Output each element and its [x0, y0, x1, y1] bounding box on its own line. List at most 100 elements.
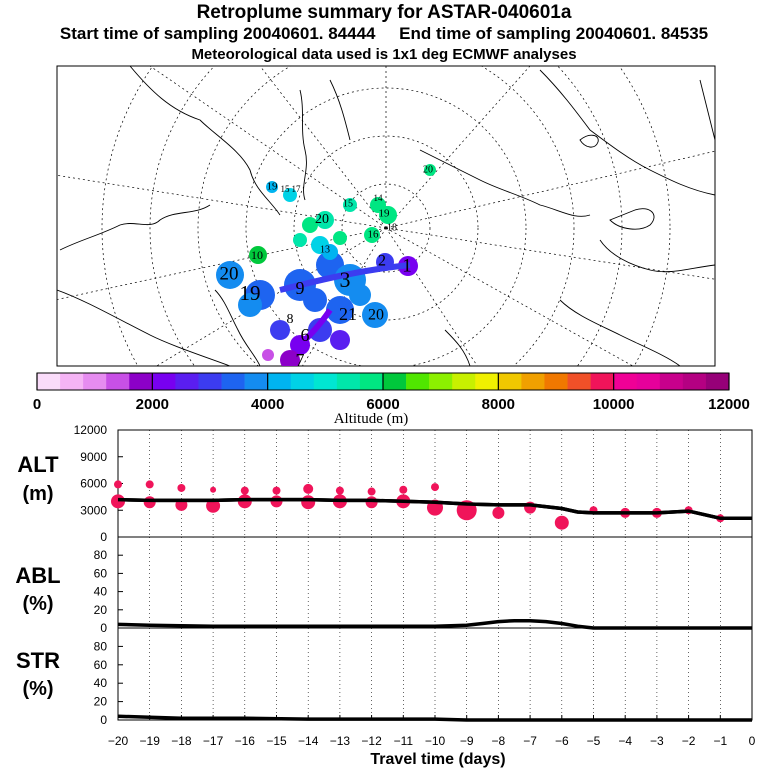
colorbar-swatch — [106, 373, 130, 390]
colorbar-swatch — [244, 373, 268, 390]
x-tick-label: −18 — [171, 734, 192, 748]
x-tick-label: −2 — [682, 734, 696, 748]
x-tick-label: −11 — [394, 734, 414, 748]
colorbar-swatch — [152, 373, 176, 390]
colorbar-swatch — [636, 373, 661, 390]
panel-unit: (m) — [22, 483, 53, 505]
trajectory-label: 15 — [281, 184, 291, 194]
panel-label: ABL — [15, 563, 60, 588]
colorbar-swatch — [37, 373, 61, 390]
y-tick-label: 40 — [94, 676, 108, 690]
colorbar-label: Altitude (m) — [334, 411, 409, 427]
x-tick-label: −8 — [492, 734, 506, 748]
trajectory-label: 20 — [220, 263, 239, 284]
x-tick-label: −3 — [650, 734, 664, 748]
colorbar-swatch — [590, 373, 614, 390]
y-tick-label: 40 — [94, 585, 108, 599]
y-tick-label: 60 — [94, 658, 108, 672]
colorbar-swatch — [198, 373, 222, 390]
end-time: End time of sampling 20040601. 84535 — [399, 24, 709, 43]
y-tick-label: 3000 — [80, 503, 107, 517]
plume-cluster — [333, 231, 347, 245]
plume-cluster — [249, 246, 267, 264]
sampling-times: Start time of sampling 20040601. 84444 E… — [0, 24, 768, 44]
chart-title: Retroplume summary for ASTAR-040601a — [196, 2, 572, 23]
colorbar-swatch — [498, 373, 522, 390]
altitude-point — [206, 498, 221, 513]
trajectory-label: 9 — [296, 278, 305, 298]
plume-cluster — [283, 188, 297, 202]
panel-frame — [117, 627, 753, 721]
colorbar-swatch — [83, 373, 107, 390]
plume-cluster — [370, 197, 386, 213]
altitude-point — [177, 483, 186, 492]
plume-cluster — [262, 349, 274, 361]
y-tick-label: 12000 — [74, 423, 108, 437]
y-tick-label: 20 — [94, 603, 108, 617]
trajectory-label: 18 — [387, 222, 397, 233]
colorbar-swatch — [659, 373, 684, 390]
trajectory-label: 19 — [240, 281, 261, 305]
start-time: Start time of sampling 20040601. 84444 — [59, 24, 376, 43]
plume-cluster — [330, 330, 350, 350]
plume-cluster — [216, 261, 244, 289]
colorbar-tick-label: 10000 — [593, 396, 635, 413]
plume-cluster — [293, 233, 307, 247]
plume-cluster — [308, 318, 332, 342]
plume-track — [279, 262, 411, 293]
plume-cluster — [266, 181, 278, 193]
x-tick-label: −6 — [555, 734, 569, 748]
colorbar-swatch — [60, 373, 84, 390]
y-tick-label: 60 — [94, 566, 108, 580]
colorbar-swatch — [429, 373, 453, 390]
trajectory-label: 15 — [343, 198, 353, 209]
x-tick-label: −10 — [425, 734, 446, 748]
altitude-point — [143, 496, 156, 509]
x-tick-label: −14 — [298, 734, 319, 748]
altitude-point — [492, 506, 505, 519]
trajectory-label: 13 — [320, 244, 330, 255]
colorbar-swatch — [452, 373, 476, 390]
colorbar-swatch — [682, 373, 707, 390]
altitude-point — [210, 486, 217, 493]
altitude-point — [554, 515, 569, 530]
panel-unit: (%) — [22, 593, 53, 615]
plume-track — [297, 308, 333, 348]
plume-cluster — [322, 244, 338, 260]
trajectory-label: 20 — [368, 307, 384, 324]
y-tick-label: 0 — [100, 530, 107, 544]
trajectory-label: 3 — [340, 267, 351, 292]
colorbar-tick-label: 2000 — [136, 396, 169, 413]
altitude-point — [301, 495, 316, 510]
colorbar-tick-label: 8000 — [482, 396, 515, 413]
y-tick-label: 80 — [94, 639, 108, 653]
panel-label: ALT — [17, 452, 59, 477]
colorbar-swatch — [521, 373, 545, 390]
colorbar-swatch — [313, 373, 338, 390]
plume-cluster — [343, 198, 357, 212]
altitude-point — [272, 486, 281, 495]
met-data-note: Meteorological data used is 1x1 deg ECMW… — [191, 46, 577, 63]
altitude-point — [114, 480, 122, 489]
plume-cluster — [424, 164, 436, 176]
plume-cluster — [303, 288, 327, 312]
altitude-point — [303, 483, 314, 494]
altitude-point — [367, 487, 376, 496]
trajectory-label: 16 — [368, 229, 380, 241]
plume-cluster — [362, 302, 388, 328]
colorbar-swatch — [129, 373, 153, 390]
x-tick-label: −12 — [361, 734, 382, 748]
colorbar-swatch — [475, 373, 499, 390]
plume-cluster — [270, 320, 290, 340]
x-tick-label: −7 — [523, 734, 537, 748]
colorbar-swatch — [175, 373, 199, 390]
colorbar-tick-label: 0 — [33, 396, 41, 413]
plume-cluster — [302, 217, 318, 233]
panel-unit: (%) — [22, 678, 53, 700]
x-tick-label: −5 — [587, 734, 601, 748]
x-tick-label: −9 — [460, 734, 474, 748]
trajectory-label: 19 — [267, 181, 279, 193]
trajectory-label: 17 — [292, 184, 302, 194]
trajectory-label: 10 — [251, 248, 263, 262]
